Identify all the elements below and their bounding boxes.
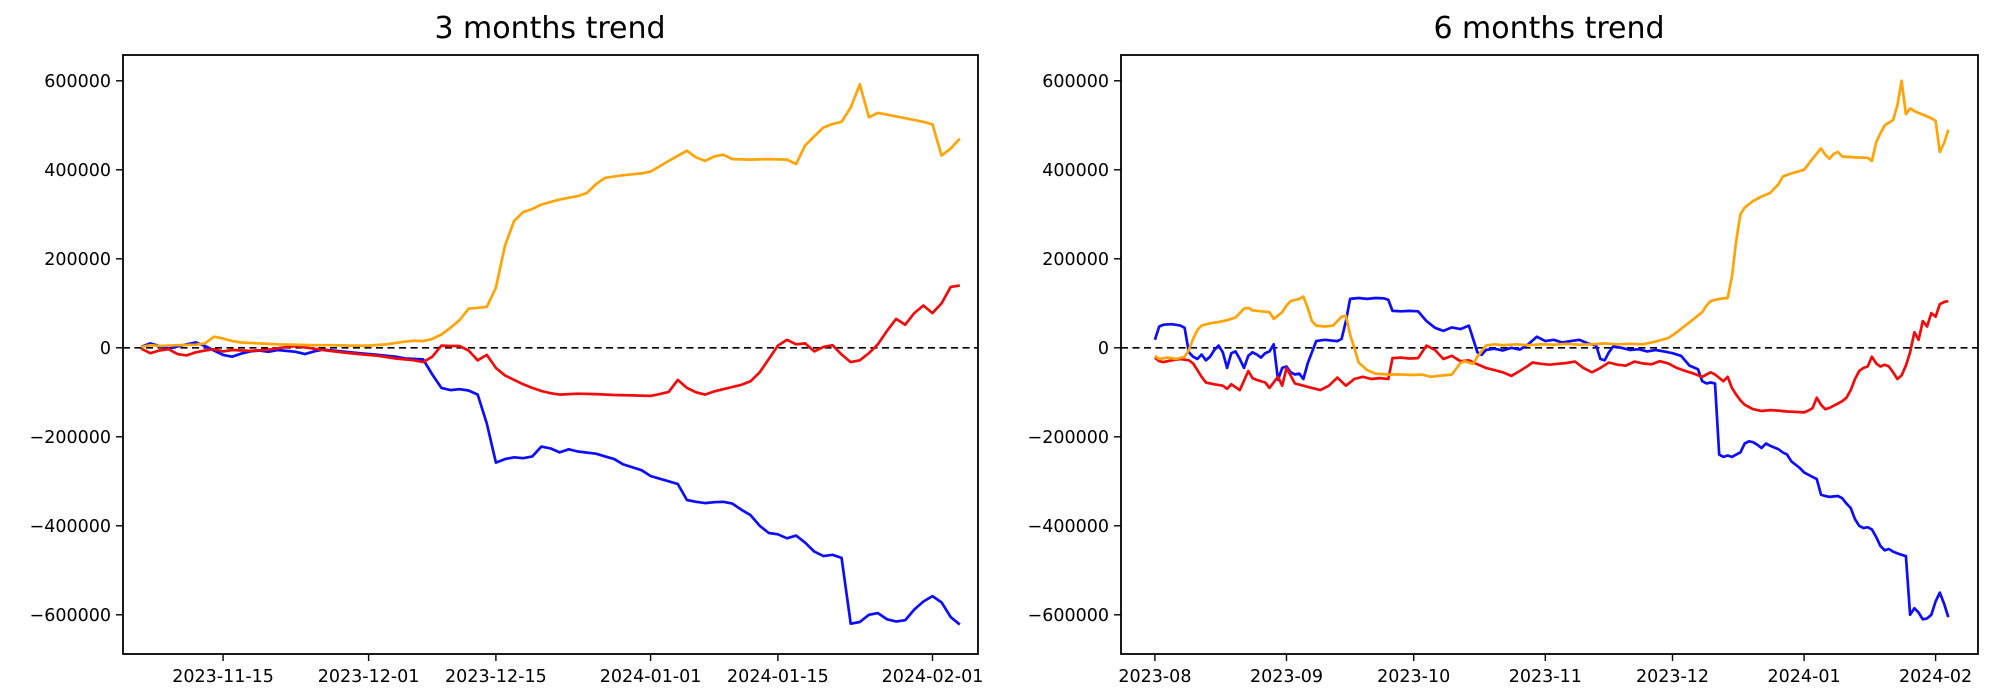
- x-tick-label: 2024-01-01: [600, 667, 702, 687]
- y-tick-label: −600000: [1028, 606, 1109, 626]
- y-tick-label: 0: [100, 339, 111, 359]
- series-line-blue: [140, 341, 961, 626]
- chart-3-months: 3 months trend 600000 400000 200000 0 −20000…: [30, 11, 984, 687]
- x-tick-label: 2024-02: [1899, 667, 1972, 687]
- chart-title-3-months: 3 months trend: [434, 11, 665, 46]
- x-tick-label: 2023-11: [1509, 667, 1582, 687]
- series-line-orange: [140, 83, 961, 349]
- y-tick-label: 400000: [1042, 161, 1109, 181]
- y-tick-label: 400000: [44, 161, 111, 181]
- y-tick-label: 600000: [44, 72, 111, 92]
- y-tick-label: −400000: [30, 517, 111, 537]
- x-tick-label: 2023-11-15: [172, 667, 274, 687]
- x-tick-label: 2024-02-01: [882, 667, 984, 687]
- plot-border: [1120, 54, 1979, 655]
- chart-title-6-months: 6 months trend: [1433, 11, 1664, 46]
- y-tick-label: 200000: [44, 250, 111, 270]
- series-line-blue: [1153, 296, 1950, 621]
- series-line-orange: [1154, 79, 1950, 379]
- x-tick-label: 2023-09: [1250, 667, 1323, 687]
- y-tick-label: −400000: [1028, 517, 1109, 537]
- x-tick-label: 2023-12-01: [318, 667, 420, 687]
- y-tick-label: −600000: [30, 606, 111, 626]
- series-line-red: [140, 284, 961, 398]
- y-tick-label: −200000: [30, 428, 111, 448]
- plot-area-6-months: 600000 400000 200000 0 −200000 −400000 −600000…: [1028, 54, 1979, 687]
- plot-area-3-months: 600000 400000 200000 0 −200000 −400000 −600000…: [30, 54, 984, 687]
- plot-border: [122, 54, 979, 655]
- x-tick-label: 2023-08: [1118, 667, 1191, 687]
- x-tick-label: 2024-01-15: [727, 667, 829, 687]
- series-line-red: [1154, 299, 1949, 414]
- chart-6-months: 6 months trend 600000 400000 200000 0 −20000…: [1028, 11, 1979, 687]
- x-tick-label: 2023-10: [1377, 667, 1450, 687]
- x-tick-label: 2023-12: [1636, 667, 1709, 687]
- y-tick-label: −200000: [1028, 428, 1109, 448]
- y-tick-label: 200000: [1042, 250, 1109, 270]
- y-tick-label: 600000: [1042, 72, 1109, 92]
- x-tick-label: 2023-12-15: [445, 667, 547, 687]
- x-tick-label: 2024-01: [1768, 667, 1841, 687]
- y-tick-label: 0: [1098, 339, 1109, 359]
